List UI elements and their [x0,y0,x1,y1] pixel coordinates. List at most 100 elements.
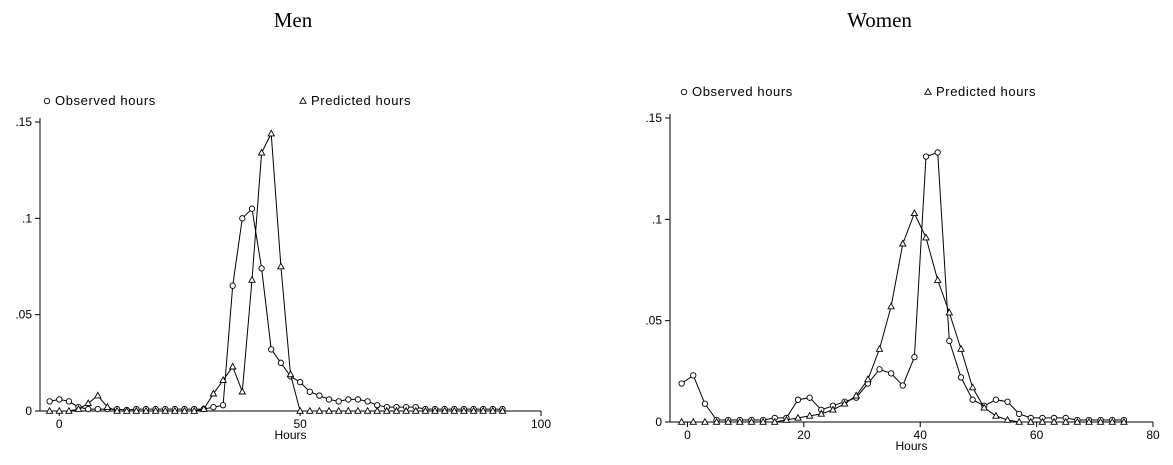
x-tick-label: 0 [684,428,691,442]
series-line [681,151,1124,421]
legend-marker [299,96,307,104]
data-point [876,366,883,373]
data-point [479,406,488,414]
data-point [1003,415,1012,423]
data-point [55,406,64,414]
data-point [94,405,101,413]
data-point [887,302,895,310]
data-point [411,406,420,414]
data-point [712,417,721,425]
data-point [1120,417,1128,425]
data-point [1026,417,1035,425]
data-point [45,406,54,414]
data-point [488,406,497,414]
data-point [782,415,791,423]
data-point [151,406,160,414]
data-point [840,399,849,407]
data-point [794,396,802,403]
legend-label: Observed hours [692,84,793,99]
data-point [103,402,112,410]
data-point [210,403,217,411]
data-point [248,275,256,283]
data-point [677,417,686,425]
data-point [84,399,93,407]
data-point [957,374,965,381]
legend-label: Predicted hours [311,93,411,108]
data-point [759,417,767,425]
y-tick-label: .1 [652,212,662,226]
data-point [864,375,872,383]
chart-men: 0 .05 .1 .15 0 50 100 Hours Observed hours Predic… [15,93,551,442]
y-tick-label: .1 [22,211,32,225]
data-point [980,403,989,411]
data-point [209,389,218,397]
data-point [267,129,276,137]
data-point [911,353,918,361]
x-tick-label: 100 [531,417,551,431]
data-point [735,417,744,425]
data-point [325,396,333,403]
data-point [65,406,73,414]
data-point [968,383,977,391]
data-point [277,262,285,270]
data-point [421,406,430,414]
data-point [806,394,813,401]
data-point [180,406,189,414]
data-point [957,344,965,352]
data-point [450,406,459,414]
data-point [805,411,814,419]
data-point [1004,398,1011,405]
data-point [335,398,342,405]
series-line [49,207,503,411]
data-point [363,406,372,414]
data-point [334,406,343,414]
y-tick-label: .05 [645,314,662,328]
data-point [373,406,382,414]
data-point [440,406,449,414]
data-point [829,405,837,413]
y-tick-label: 0 [655,415,662,429]
data-point [1038,417,1047,425]
data-point [678,380,685,387]
data-point [992,396,1000,403]
y-tick-label: .15 [645,111,662,125]
data-point [690,372,697,379]
data-point [898,239,907,247]
data-point [469,406,478,414]
data-point [344,406,353,414]
data-point [922,153,930,160]
data-point [969,396,976,403]
data-point [228,362,237,370]
data-point [171,406,179,414]
y-tick-label: 0 [25,404,32,418]
legend-label: Predicted hours [936,84,1036,99]
data-point [934,149,941,156]
data-point [364,398,371,405]
data-point [306,388,313,395]
data-point [946,337,953,345]
data-point [316,392,323,399]
data-point [1085,417,1093,425]
data-point [875,344,884,352]
data-point [431,406,439,414]
data-point [1073,417,1082,425]
chart-title: Women [847,8,912,32]
data-point [382,406,391,414]
data-point [1061,417,1070,425]
data-point [248,205,256,212]
data-point [910,209,919,217]
data-point [899,382,906,389]
data-point [1108,417,1117,425]
data-point [325,406,333,414]
data-point [229,282,236,289]
data-point [945,308,954,316]
data-point [277,359,285,366]
data-point [354,406,362,414]
x-tick-label: 20 [797,428,811,442]
data-point [392,406,401,414]
data-point [1050,417,1058,425]
data-point [922,233,930,241]
data-point [701,400,709,407]
legend-marker [924,87,932,95]
x-tick-label: 50 [293,417,307,431]
